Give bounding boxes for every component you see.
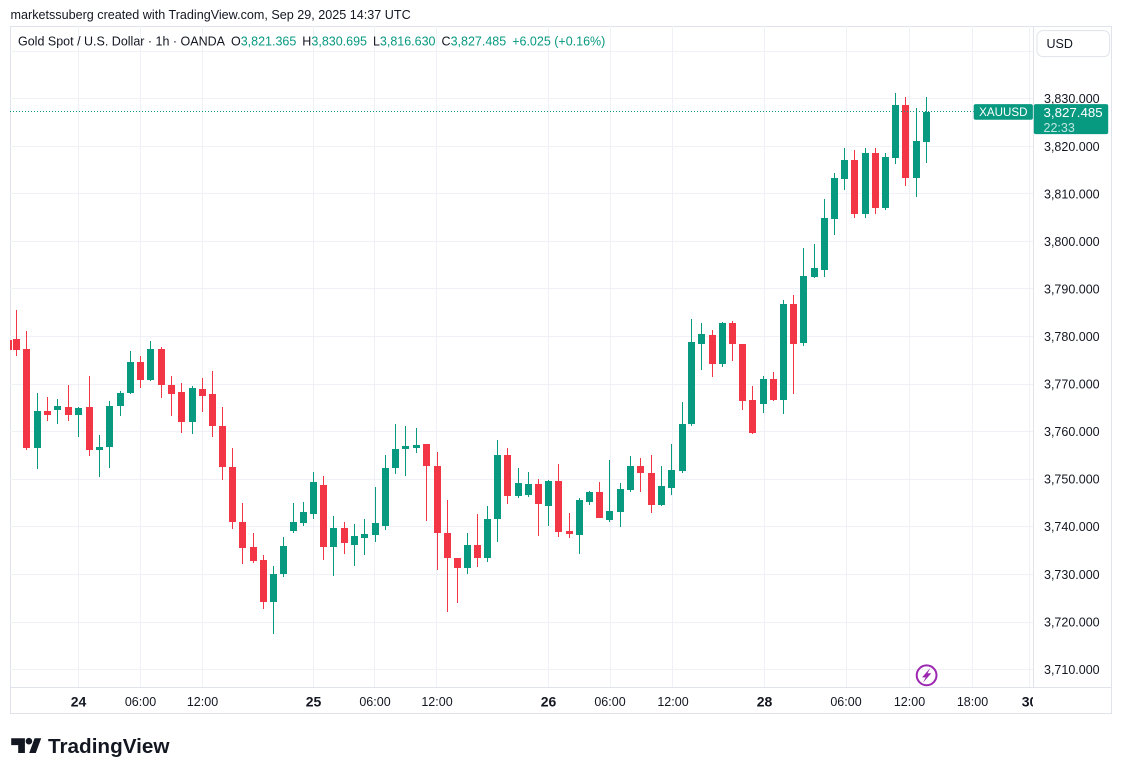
svg-text:+6.025 (+0.16%): +6.025 (+0.16%): [512, 35, 605, 49]
svg-text:28: 28: [757, 694, 773, 710]
svg-text:3,827.485: 3,827.485: [451, 35, 507, 49]
svg-text:3,770.000: 3,770.000: [1044, 378, 1100, 392]
svg-text:3,750.000: 3,750.000: [1044, 473, 1100, 487]
svg-text:XAUUSD: XAUUSD: [979, 106, 1027, 119]
svg-text:06:00: 06:00: [359, 695, 390, 709]
svg-text:30: 30: [1022, 694, 1038, 710]
svg-text:H: H: [302, 35, 311, 49]
svg-text:O: O: [231, 35, 241, 49]
svg-text:3,816.630: 3,816.630: [380, 35, 436, 49]
svg-text:12:00: 12:00: [421, 695, 452, 709]
svg-text:3,800.000: 3,800.000: [1044, 235, 1100, 249]
svg-text:3,720.000: 3,720.000: [1044, 615, 1100, 629]
svg-text:3,740.000: 3,740.000: [1044, 520, 1100, 534]
svg-text:18:00: 18:00: [957, 695, 988, 709]
svg-text:3,780.000: 3,780.000: [1044, 330, 1100, 344]
svg-text:3,827.485: 3,827.485: [1044, 105, 1103, 120]
svg-text:12:00: 12:00: [187, 695, 218, 709]
svg-text:3,830.000: 3,830.000: [1044, 92, 1100, 106]
svg-text:USD: USD: [1047, 37, 1073, 51]
svg-text:24: 24: [71, 694, 87, 710]
svg-text:3,821.365: 3,821.365: [241, 35, 297, 49]
svg-text:3,790.000: 3,790.000: [1044, 282, 1100, 296]
svg-text:marketssuberg created with Tra: marketssuberg created with TradingView.c…: [11, 8, 411, 22]
svg-text:3,820.000: 3,820.000: [1044, 140, 1100, 154]
svg-text:Gold Spot / U.S. Dollar · 1h ·: Gold Spot / U.S. Dollar · 1h · OANDA: [18, 35, 226, 49]
svg-text:3,810.000: 3,810.000: [1044, 187, 1100, 201]
svg-text:3,710.000: 3,710.000: [1044, 663, 1100, 677]
svg-text:22:33: 22:33: [1044, 121, 1075, 135]
svg-text:12:00: 12:00: [657, 695, 688, 709]
svg-text:C: C: [442, 35, 451, 49]
svg-text:06:00: 06:00: [830, 695, 861, 709]
svg-text:L: L: [373, 35, 380, 49]
svg-text:12:00: 12:00: [894, 695, 925, 709]
svg-text:26: 26: [541, 694, 557, 710]
svg-text:3,830.695: 3,830.695: [311, 35, 367, 49]
svg-text:3,760.000: 3,760.000: [1044, 425, 1100, 439]
svg-text:25: 25: [306, 694, 322, 710]
svg-text:3,730.000: 3,730.000: [1044, 568, 1100, 582]
svg-text:TradingView: TradingView: [48, 735, 170, 758]
svg-text:06:00: 06:00: [125, 695, 156, 709]
svg-text:06:00: 06:00: [594, 695, 625, 709]
